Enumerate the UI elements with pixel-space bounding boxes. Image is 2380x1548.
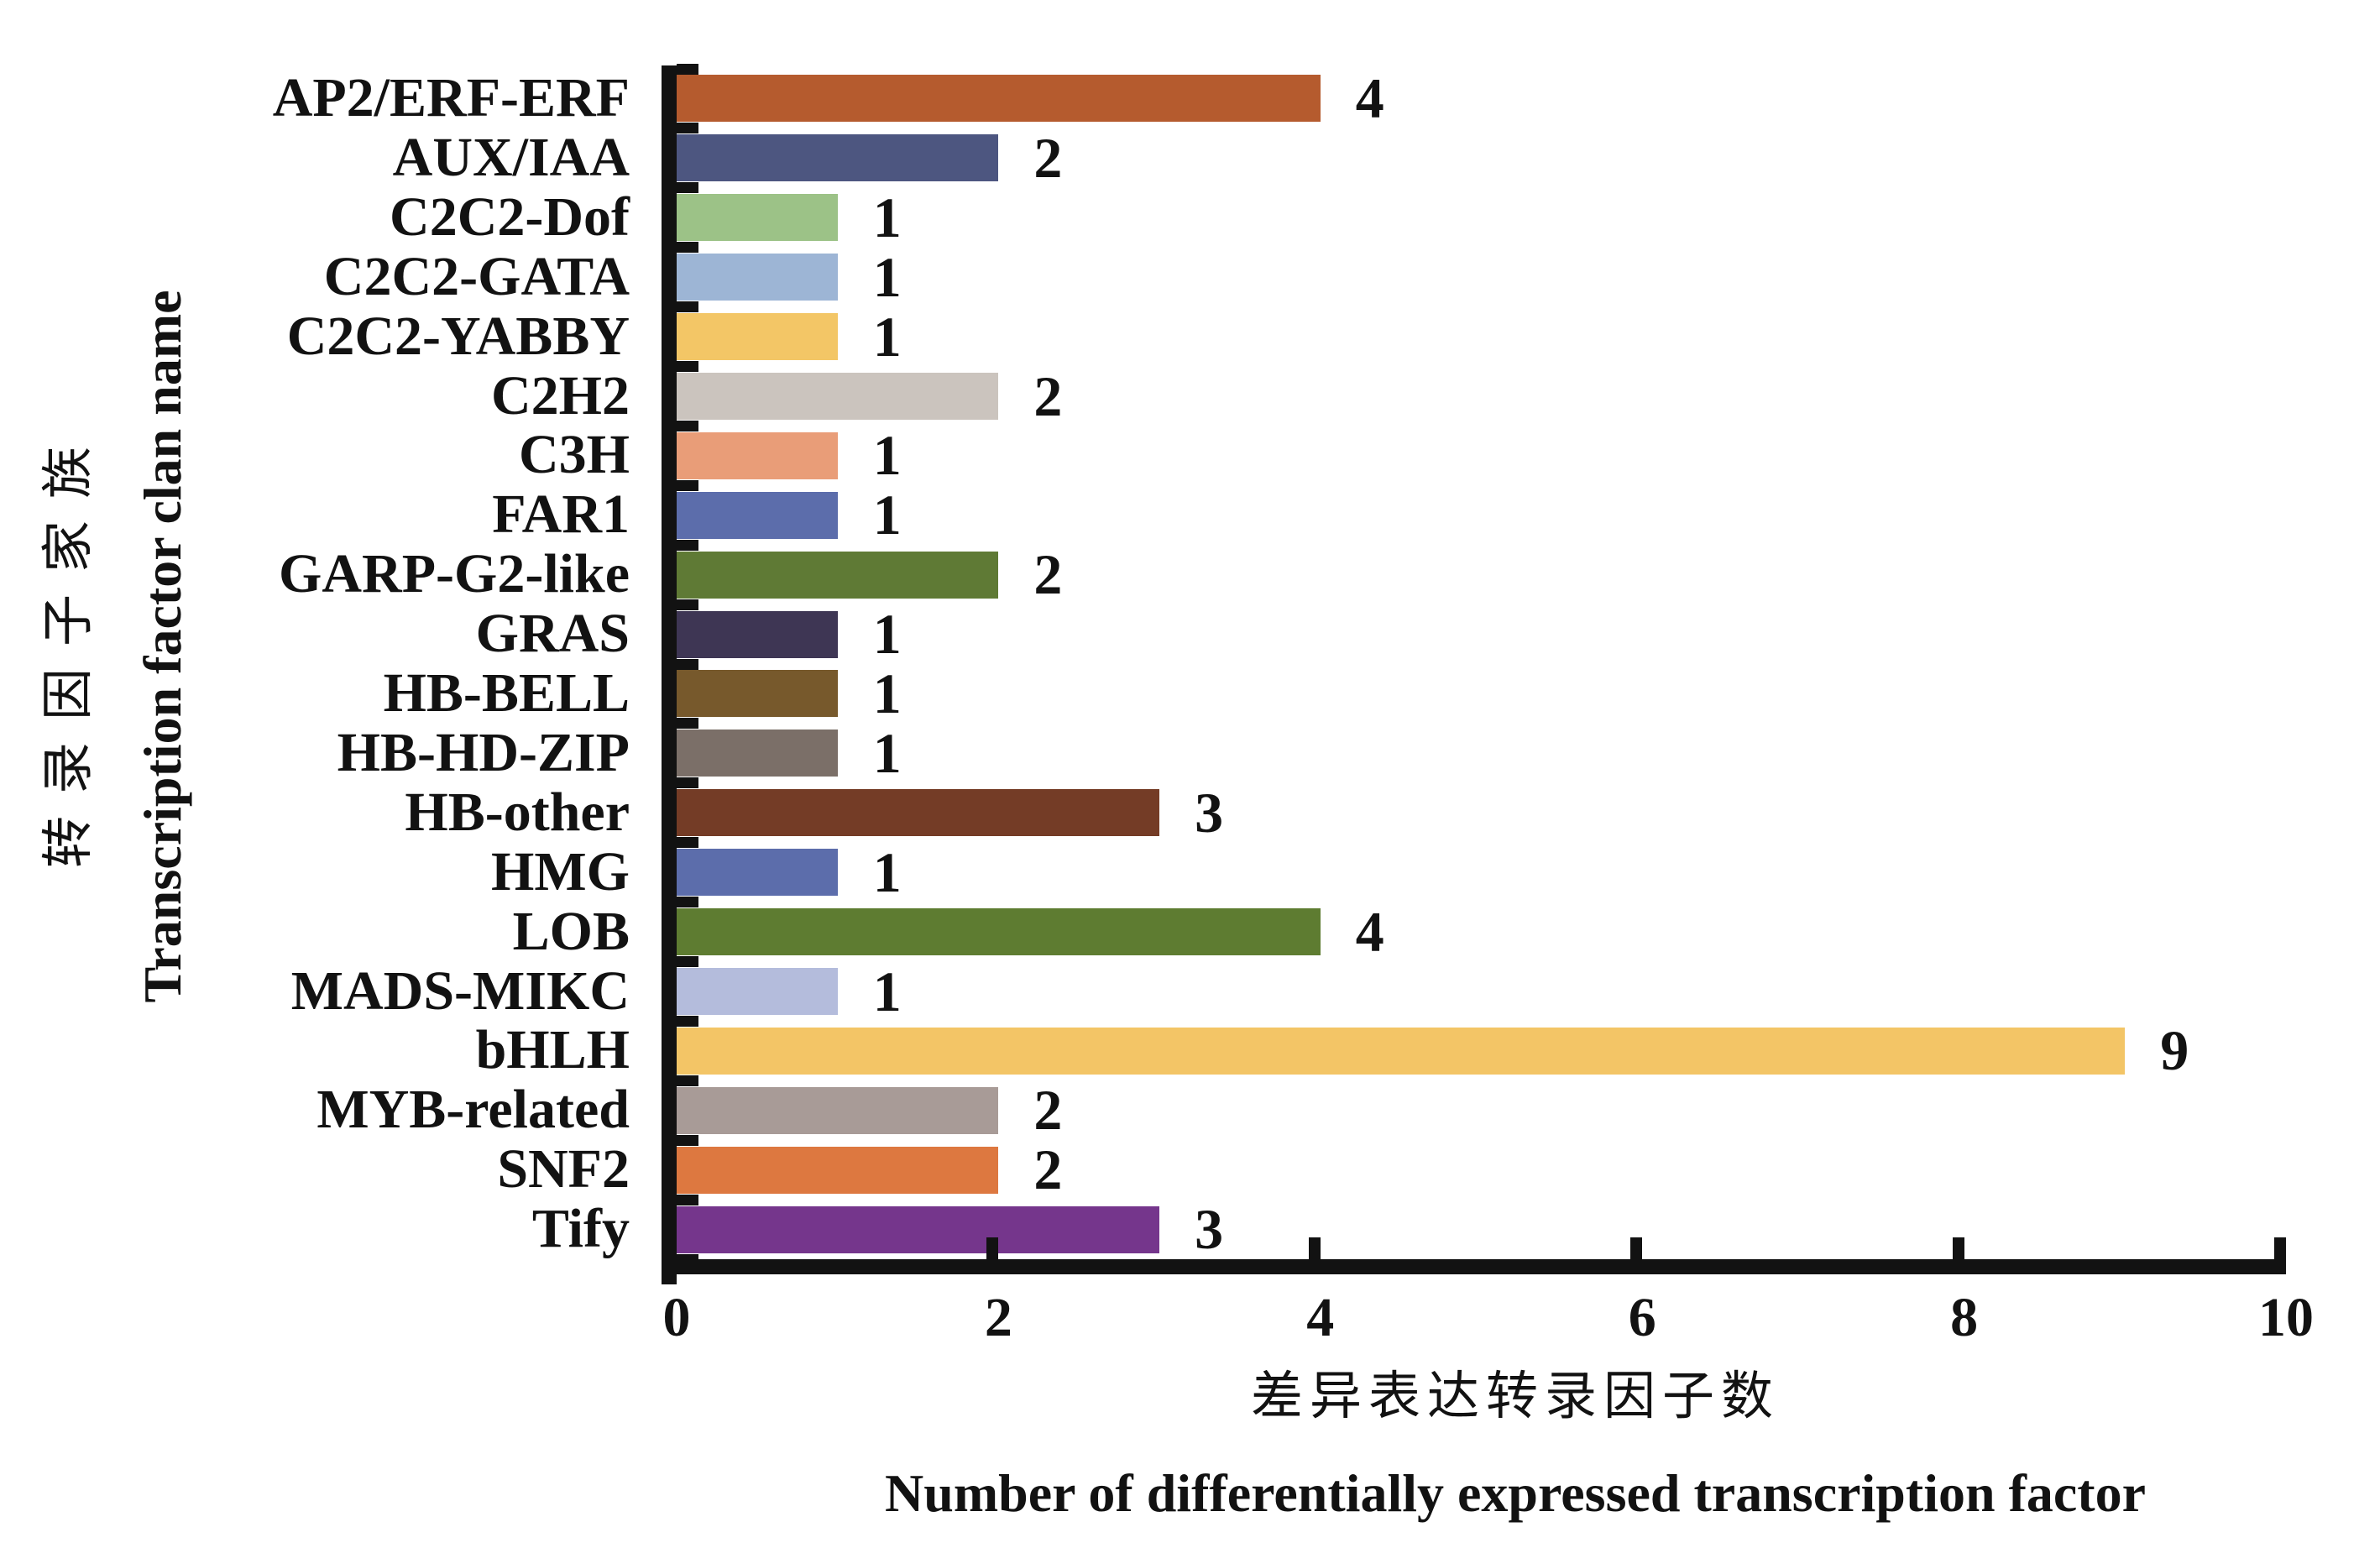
x-axis-tick [1952,1237,1964,1259]
value-label: 1 [872,720,902,785]
x-axis-title-chinese: 差异表达转录因子数 [1250,1368,1781,1425]
y-axis-tick [677,658,698,670]
category-label: C2H2 [491,364,630,426]
bar [677,134,999,182]
value-label: 3 [1195,1197,1224,1262]
category-label: C2C2-YABBY [286,305,630,367]
category-label: C2C2-Dof [390,186,630,248]
y-axis-tick [677,718,698,730]
category-label: HB-other [405,781,630,843]
value-label: 1 [872,185,902,249]
bar [677,1086,999,1134]
y-axis-tick [677,63,698,75]
y-axis-tick [677,1015,698,1027]
value-label: 2 [1033,542,1063,607]
bar [677,789,1160,837]
category-label: MADS-MIKC [290,960,630,1022]
value-label: 1 [872,483,902,547]
bar [677,849,838,897]
bar [677,431,838,479]
value-label: 4 [1355,899,1384,964]
x-tick-label: 2 [984,1287,1012,1348]
category-label: LOB [512,900,630,962]
bar [677,313,838,361]
bar [677,1027,2126,1075]
y-axis-tick [677,361,698,372]
y-axis-tick [677,1194,698,1205]
category-label: FAR1 [492,484,630,546]
y-axis-tick [677,1075,698,1086]
bar [677,194,838,242]
bar [677,372,999,420]
y-axis-tick [677,1134,698,1146]
y-axis-tick [677,897,698,908]
value-label: 1 [872,423,902,488]
value-label: 1 [872,304,902,369]
y-axis-tick [677,1253,698,1265]
bar [677,610,838,658]
x-axis-tick [1630,1237,1643,1259]
value-label: 3 [1195,780,1224,845]
x-tick-label: 6 [1628,1287,1656,1348]
x-tick-label: 8 [1950,1287,1979,1348]
category-label: AUX/IAA [392,126,630,188]
category-label: AP2/ERF-ERF [272,67,630,128]
category-label: C2C2-GATA [323,245,630,307]
y-axis-tick [677,777,698,789]
category-label: MYB-related [316,1079,630,1141]
category-label: bHLH [475,1019,630,1081]
x-axis-line [662,1259,2286,1274]
category-label: HB-HD-ZIP [337,721,630,783]
bar [677,1205,1160,1253]
x-tick-label: 0 [662,1287,691,1348]
category-label: C3H [519,424,630,486]
x-axis-tick [2274,1237,2286,1259]
value-label: 1 [872,839,902,904]
x-axis-tick [1308,1237,1321,1259]
value-label: 1 [872,244,902,309]
bar [677,254,838,301]
x-tick-label: 4 [1306,1287,1335,1348]
category-label: SNF2 [497,1138,630,1200]
bar [677,670,838,718]
y-axis-tick [677,420,698,431]
category-label: HB-BELL [383,662,630,724]
value-label: 1 [872,959,902,1023]
bar [677,75,1321,123]
category-label: Tify [531,1198,630,1260]
y-axis-tick [677,479,698,491]
value-label: 2 [1033,1078,1063,1143]
bar [677,967,838,1015]
bar [677,551,999,599]
bar [677,730,838,777]
value-label: 2 [1033,1137,1063,1202]
value-label: 9 [2160,1018,2189,1083]
value-label: 4 [1355,66,1384,130]
y-axis-tick [677,182,698,194]
y-axis-tick [677,837,698,849]
y-axis-tick [677,242,698,254]
x-axis-tick [986,1237,999,1259]
x-axis-title-english: Number of differentially expressed trans… [885,1463,2146,1523]
category-label: HMG [491,840,630,902]
value-label: 2 [1033,125,1063,190]
y-axis-tick [677,599,698,610]
value-label: 1 [872,662,902,725]
y-axis-tick [677,956,698,967]
x-tick-label: 10 [2258,1287,2314,1348]
value-label: 1 [872,602,902,667]
bar [677,908,1321,956]
value-label: 2 [1033,363,1063,428]
bar [677,491,838,539]
y-axis-tick [677,539,698,551]
bar [677,1146,999,1194]
y-axis-tick [677,301,698,313]
y-axis-line [662,65,677,1284]
category-label: GRAS [475,603,630,665]
y-axis-tick [677,123,698,134]
category-label: GARP-G2-like [279,543,630,605]
